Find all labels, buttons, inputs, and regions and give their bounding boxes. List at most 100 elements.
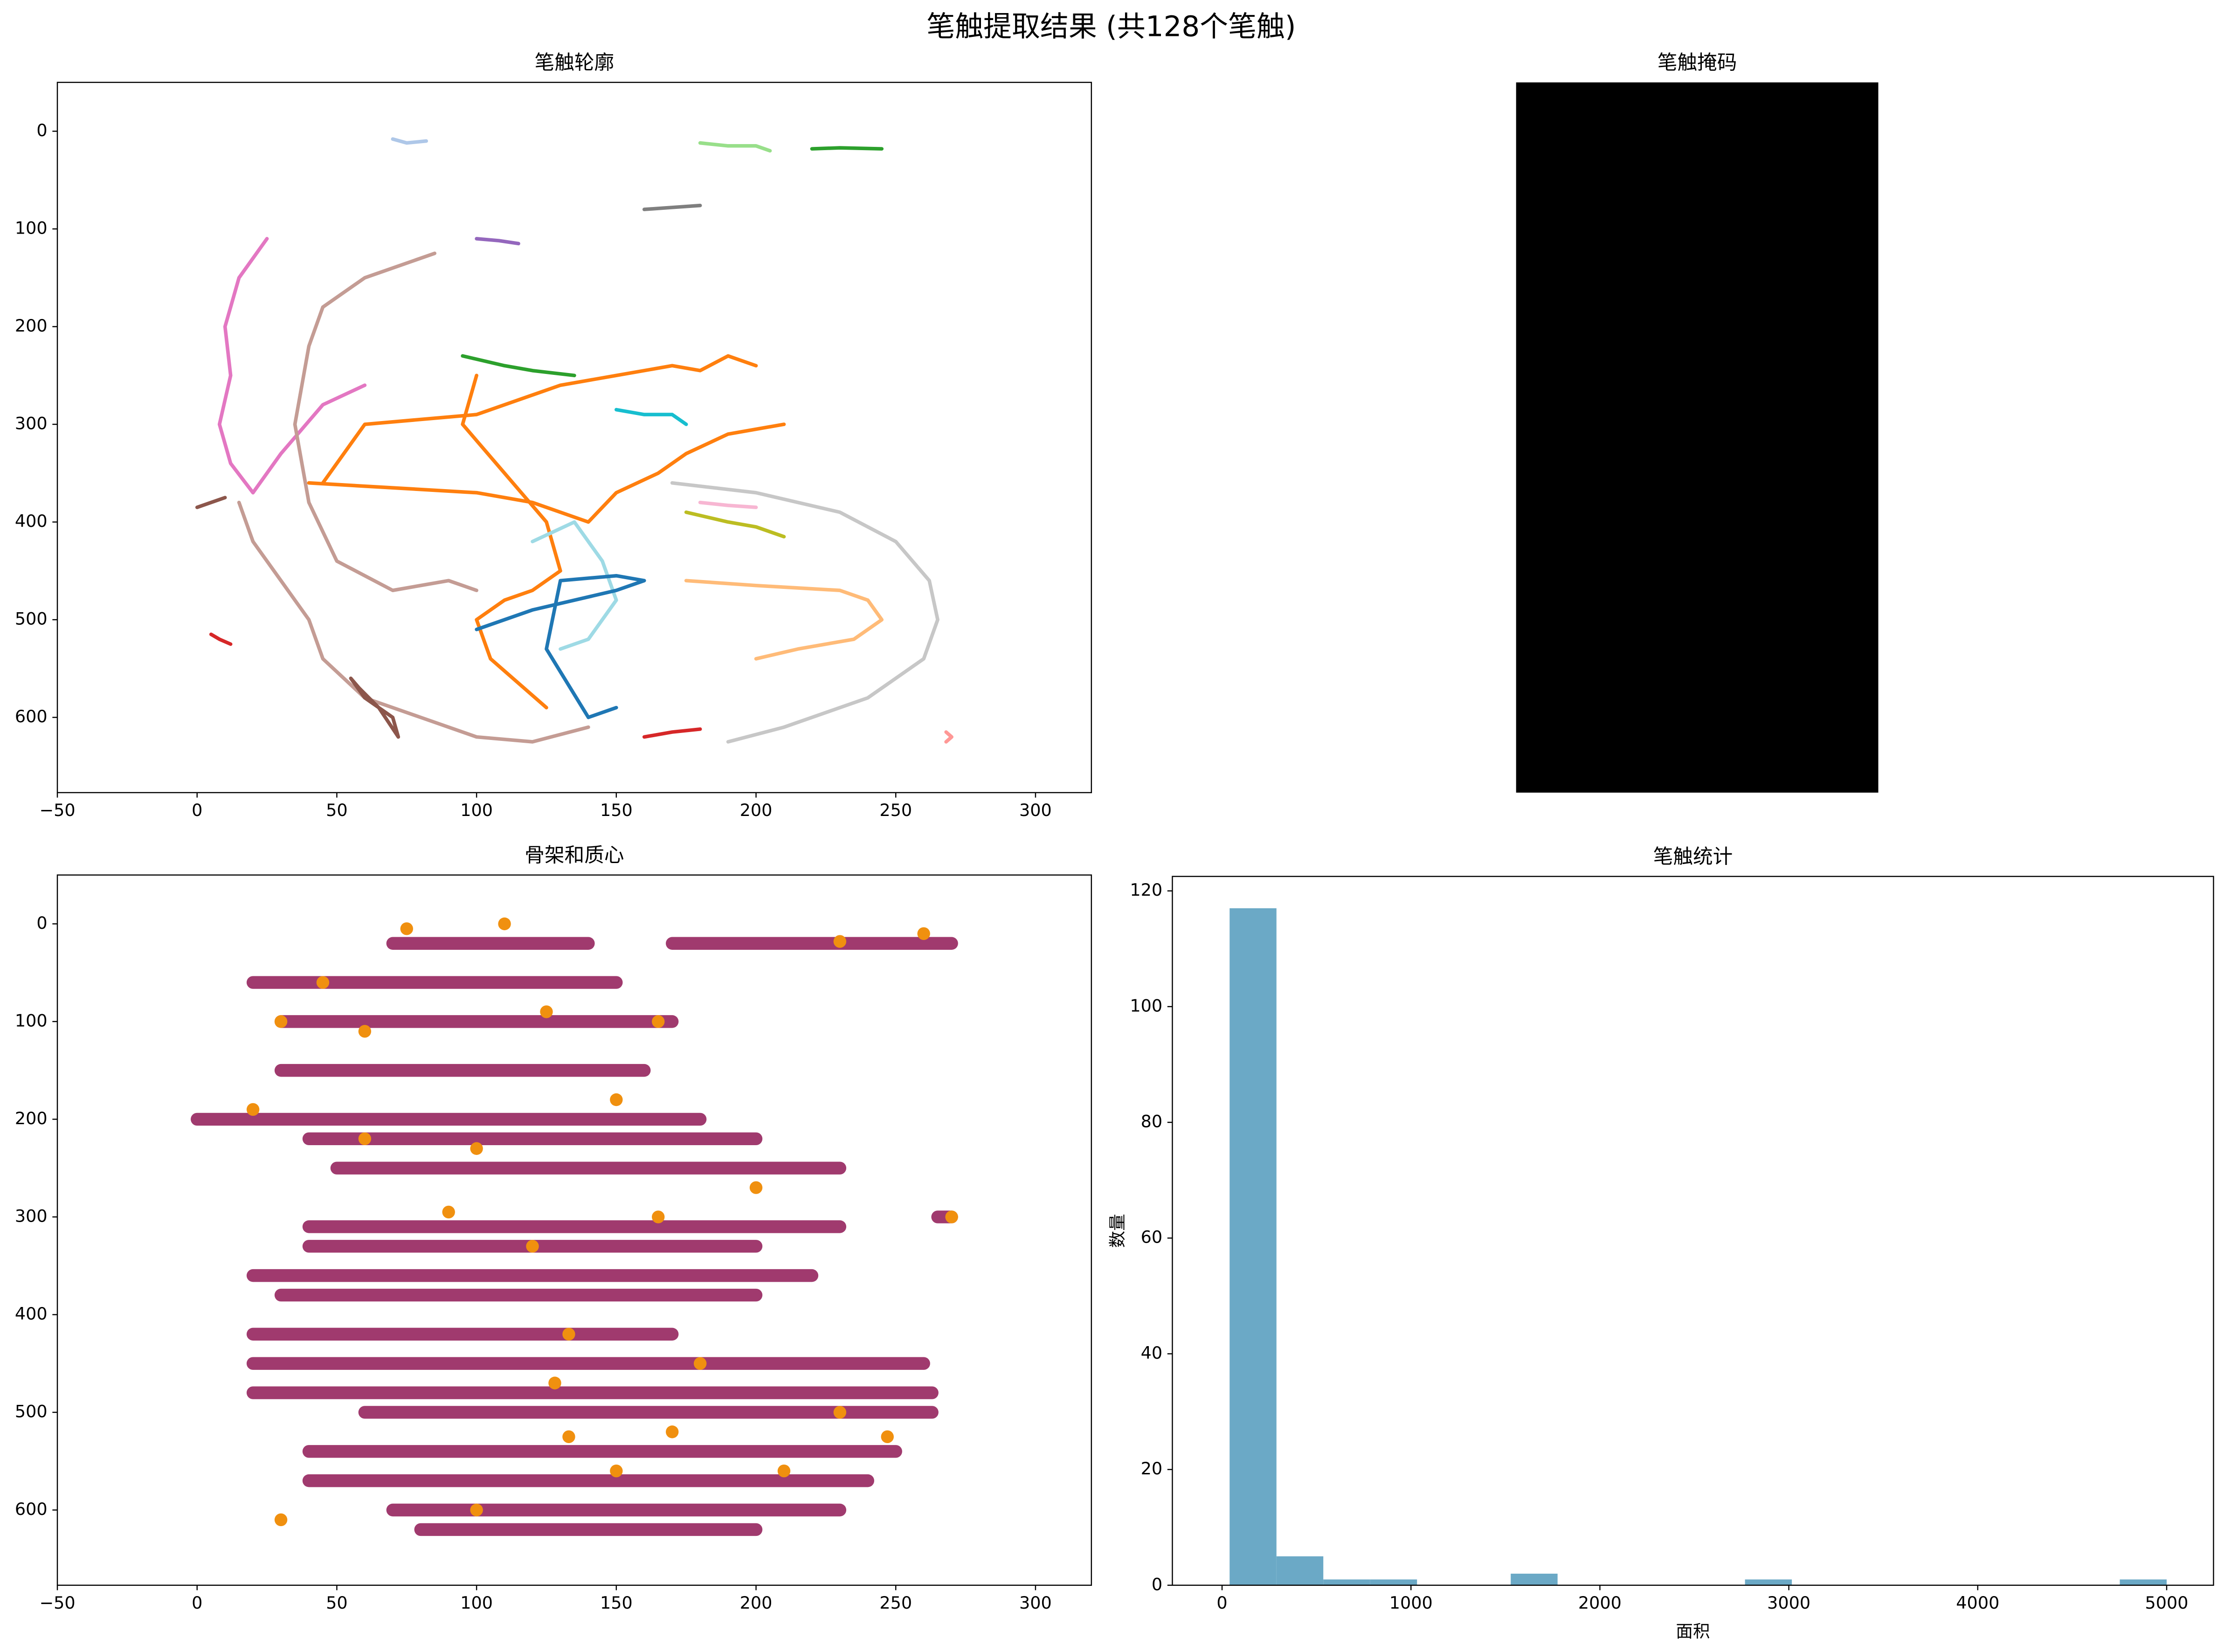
centroid <box>749 1181 763 1194</box>
y-tick-label: 80 <box>1141 1112 1163 1132</box>
centroid <box>652 1210 665 1223</box>
stroke-line <box>684 510 786 539</box>
mask-image <box>1516 82 1879 793</box>
x-tick-label: 0 <box>192 1593 202 1613</box>
stroke-line <box>217 237 367 495</box>
x-tick-label: 150 <box>600 800 633 820</box>
centroid <box>470 1503 483 1517</box>
centroid <box>498 917 511 931</box>
centroid <box>610 1464 623 1478</box>
hist-bar <box>2120 1579 2167 1585</box>
x-tick-label: 0 <box>1216 1593 1227 1613</box>
y-tick-label: 100 <box>15 1010 48 1030</box>
x-tick-label: −50 <box>39 1593 75 1613</box>
y-tick-label: 200 <box>15 316 48 336</box>
centroid <box>316 976 330 989</box>
hist-bar <box>1276 1556 1324 1585</box>
centroid <box>881 1430 894 1444</box>
centroid <box>833 1406 847 1419</box>
y-tick-label: 20 <box>1141 1458 1163 1479</box>
centroid <box>470 1142 483 1155</box>
centroid <box>274 1513 288 1527</box>
x-tick-label: −50 <box>39 800 75 820</box>
y-tick-label: 0 <box>36 120 47 140</box>
subplot-title: 笔触轮廓 <box>535 51 615 75</box>
hist-bar <box>1511 1573 1558 1585</box>
centroid <box>945 1210 958 1223</box>
centroid <box>666 1425 679 1438</box>
axes-frame <box>1172 876 2214 1586</box>
stroke-line <box>698 500 758 509</box>
stroke-line <box>321 354 758 485</box>
x-tick-label: 100 <box>460 1593 493 1613</box>
centroid <box>358 1132 372 1146</box>
stroke-line <box>461 354 576 378</box>
x-tick-label: 250 <box>879 800 912 820</box>
y-tick-label: 120 <box>1130 880 1162 900</box>
y-axis-label: 数量 <box>1107 1214 1127 1248</box>
stroke-line <box>391 137 428 145</box>
y-tick-label: 60 <box>1141 1227 1163 1247</box>
hist-bar <box>1229 908 1277 1585</box>
figure-title: 笔触提取结果 (共128个笔触) <box>926 10 1296 43</box>
centroid <box>400 922 413 935</box>
y-tick-label: 200 <box>15 1108 48 1128</box>
x-tick-label: 200 <box>740 1593 773 1613</box>
stroke-line <box>349 676 401 739</box>
y-tick-label: 400 <box>15 1304 48 1324</box>
x-axis-label: 面积 <box>1676 1621 1710 1641</box>
y-tick-label: 400 <box>15 511 48 531</box>
centroid <box>548 1376 561 1389</box>
centroid <box>833 935 847 948</box>
stroke-line <box>461 373 562 710</box>
x-tick-label: 300 <box>1019 1593 1052 1613</box>
stroke-line <box>698 141 772 153</box>
centroid <box>652 1015 665 1028</box>
y-tick-label: 600 <box>15 706 48 726</box>
hist-bar <box>1745 1579 1792 1585</box>
y-tick-label: 600 <box>15 1499 48 1519</box>
axes-frame <box>56 82 1092 794</box>
stroke-line <box>293 251 478 592</box>
x-tick-label: 2000 <box>1578 1593 1622 1613</box>
y-tick-label: 500 <box>15 1401 48 1421</box>
x-tick-label: 3000 <box>1767 1593 1810 1613</box>
stroke-line <box>684 579 884 661</box>
stroke-line <box>615 408 688 426</box>
centroid <box>540 1005 553 1018</box>
stroke-line <box>670 481 939 744</box>
stroke-line <box>475 237 520 246</box>
centroid <box>562 1430 575 1444</box>
stroke-line <box>531 520 618 651</box>
stroke-line <box>642 727 702 739</box>
y-tick-label: 0 <box>1152 1574 1162 1594</box>
x-tick-label: 300 <box>1019 800 1052 820</box>
centroid <box>274 1015 288 1028</box>
stroke-line <box>642 203 702 211</box>
y-tick-label: 0 <box>36 913 47 933</box>
stroke-line <box>195 496 227 509</box>
axes-frame <box>56 874 1092 1586</box>
centroid <box>917 927 930 940</box>
y-tick-label: 40 <box>1141 1343 1163 1363</box>
x-tick-label: 1000 <box>1389 1593 1433 1613</box>
stroke-line <box>307 422 786 524</box>
stroke-line <box>475 574 646 719</box>
centroid <box>442 1205 455 1219</box>
centroid <box>526 1240 539 1253</box>
x-tick-label: 5000 <box>2145 1593 2189 1613</box>
stroke-line <box>237 500 590 744</box>
subplot-title: 笔触统计 <box>1653 845 1733 869</box>
subplot-title: 笔触掩码 <box>1658 51 1737 75</box>
stroke-line <box>810 146 884 151</box>
x-tick-label: 100 <box>460 800 493 820</box>
x-tick-label: 150 <box>600 1593 633 1613</box>
hist-bar <box>1323 1579 1370 1585</box>
centroid <box>562 1327 575 1341</box>
x-tick-label: 4000 <box>1956 1593 1999 1613</box>
stroke-line <box>191 937 958 1536</box>
stroke-line <box>209 632 233 646</box>
y-tick-label: 300 <box>15 1206 48 1226</box>
